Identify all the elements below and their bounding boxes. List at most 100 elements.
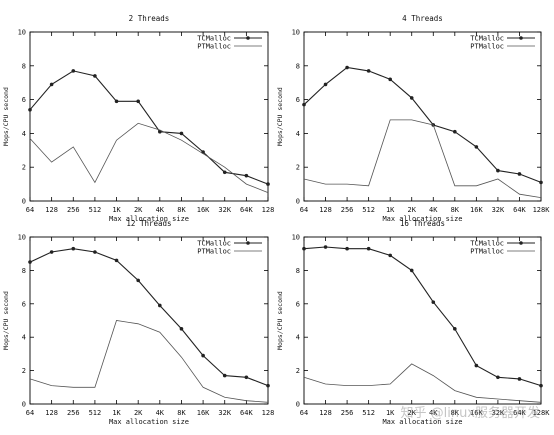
data-point-tcmalloc: [388, 77, 392, 82]
chart-panel: 4 Threads 0 2 4 6 8 10 64 128 256 512 1K 2K 4K 8K 16K 32…: [276, 14, 550, 223]
data-point-tcmalloc: [345, 65, 349, 70]
data-point-tcmalloc: [539, 180, 543, 185]
x-axis-label: Max allocation size: [382, 418, 462, 426]
data-point-tcmalloc: [114, 99, 119, 104]
x-tick-label: 128K: [533, 409, 551, 417]
data-point-tcmalloc: [93, 250, 97, 254]
x-tick-label: 128: [319, 409, 332, 417]
x-tick-label: 32K: [492, 206, 505, 214]
y-tick-label: 8: [296, 62, 300, 70]
data-point-tcmalloc: [345, 246, 349, 251]
legend-label: PTMalloc: [197, 248, 231, 256]
x-tick-label: 32K: [218, 206, 231, 214]
chart-panel: 16 Threads 0 2 4 6 8 10 64 128 256 512 1K 2K 4K 8K 16K 3…: [276, 219, 550, 426]
data-point-tcmalloc: [201, 353, 205, 358]
data-point-tcmalloc: [409, 96, 414, 100]
y-tick-label: 4: [22, 334, 26, 342]
data-point-tcmalloc: [179, 131, 184, 136]
legend-marker: [246, 241, 250, 245]
x-tick-label: 4K: [156, 409, 165, 417]
data-point-tcmalloc: [266, 182, 270, 186]
y-tick-label: 4: [296, 334, 300, 342]
data-point-tcmalloc: [517, 377, 522, 381]
y-tick-label: 8: [22, 267, 26, 275]
series-line-tcmalloc: [303, 246, 542, 387]
y-tick-label: 6: [22, 96, 26, 104]
chart-title: 12 Threads: [126, 219, 171, 228]
series-line-ptmalloc: [303, 119, 542, 198]
x-tick-label: 64K: [513, 409, 526, 417]
x-tick-label: 2K: [408, 409, 417, 417]
y-tick-label: 8: [296, 267, 300, 275]
x-axis-label: Max allocation size: [109, 215, 189, 223]
data-point-tcmalloc: [431, 300, 436, 304]
data-point-tcmalloc: [453, 129, 457, 134]
x-tick-label: 8K: [451, 206, 460, 214]
x-tick-label: 64K: [240, 409, 253, 417]
legend-label: TCMalloc: [470, 35, 504, 43]
x-tick-label: 512: [89, 206, 102, 214]
y-tick-label: 10: [18, 234, 26, 242]
x-tick-label: 32K: [218, 409, 231, 417]
data-point-tcmalloc: [71, 246, 76, 251]
x-axis-label: Max allocation size: [109, 418, 189, 426]
x-tick-label: 2K: [134, 206, 143, 214]
legend-label: TCMalloc: [197, 35, 231, 43]
x-tick-label: 1K: [112, 206, 121, 214]
x-tick-label: 1K: [112, 409, 121, 417]
chart-title: 2 Threads: [129, 14, 170, 23]
plot-frame: [29, 236, 269, 405]
series-line-tcmalloc: [29, 70, 269, 185]
y-tick-label: 0: [296, 401, 300, 409]
x-tick-label: 512: [362, 206, 375, 214]
data-point-tcmalloc: [474, 363, 479, 368]
data-point-tcmalloc: [158, 303, 162, 308]
x-tick-label: 128: [45, 409, 58, 417]
chart-panel: 12 Threads 0 2 4 6 8 10 64 128 256 512 1K 2K 4K 8K 16K 3…: [2, 219, 274, 426]
data-point-tcmalloc: [474, 145, 479, 149]
data-point-tcmalloc: [266, 383, 270, 388]
data-point-tcmalloc: [517, 172, 522, 176]
data-point-tcmalloc: [28, 107, 32, 112]
y-tick-label: 8: [22, 62, 26, 70]
plot-frame: [303, 236, 542, 405]
legend-label: PTMalloc: [197, 43, 231, 51]
data-point-tcmalloc: [539, 383, 543, 388]
data-point-tcmalloc: [453, 327, 457, 331]
x-tick-label: 512: [362, 409, 375, 417]
chart-panel: 2 Threads 0 2 4 6 8 10 64 128 256 512 1K 2K 4K 8K 16K 32…: [2, 14, 274, 223]
data-point-tcmalloc: [409, 268, 414, 273]
y-tick-label: 4: [22, 130, 26, 138]
x-tick-label: 64K: [240, 206, 253, 214]
y-tick-label: 0: [296, 198, 300, 206]
data-point-tcmalloc: [71, 69, 76, 73]
x-tick-label: 1K: [386, 409, 395, 417]
y-tick-label: 2: [296, 367, 300, 375]
data-point-tcmalloc: [388, 253, 392, 258]
series-line-ptmalloc: [29, 320, 269, 403]
legend-marker: [519, 241, 523, 245]
data-point-tcmalloc: [49, 82, 54, 87]
x-tick-label: 128: [262, 206, 275, 214]
x-tick-label: 4K: [156, 206, 165, 214]
y-tick-label: 0: [22, 198, 26, 206]
y-tick-label: 6: [22, 300, 26, 308]
y-axis-label: Mops/CPU second: [276, 291, 284, 350]
x-tick-label: 64: [300, 409, 308, 417]
y-tick-label: 10: [18, 29, 26, 37]
plot-frame: [303, 31, 542, 202]
y-tick-label: 10: [292, 234, 300, 242]
y-axis-label: Mops/CPU second: [276, 87, 284, 146]
data-point-tcmalloc: [366, 69, 371, 73]
chart-title: 16 Threads: [400, 219, 445, 228]
data-point-tcmalloc: [366, 246, 371, 251]
legend-label: TCMalloc: [197, 240, 231, 248]
data-point-tcmalloc: [136, 99, 140, 104]
series-line-tcmalloc: [29, 248, 269, 387]
series-line-ptmalloc: [29, 122, 269, 193]
x-tick-label: 2K: [134, 409, 143, 417]
x-tick-label: 16K: [197, 409, 210, 417]
data-point-tcmalloc: [93, 74, 97, 78]
data-point-tcmalloc: [222, 373, 227, 378]
x-tick-label: 256: [67, 206, 80, 214]
